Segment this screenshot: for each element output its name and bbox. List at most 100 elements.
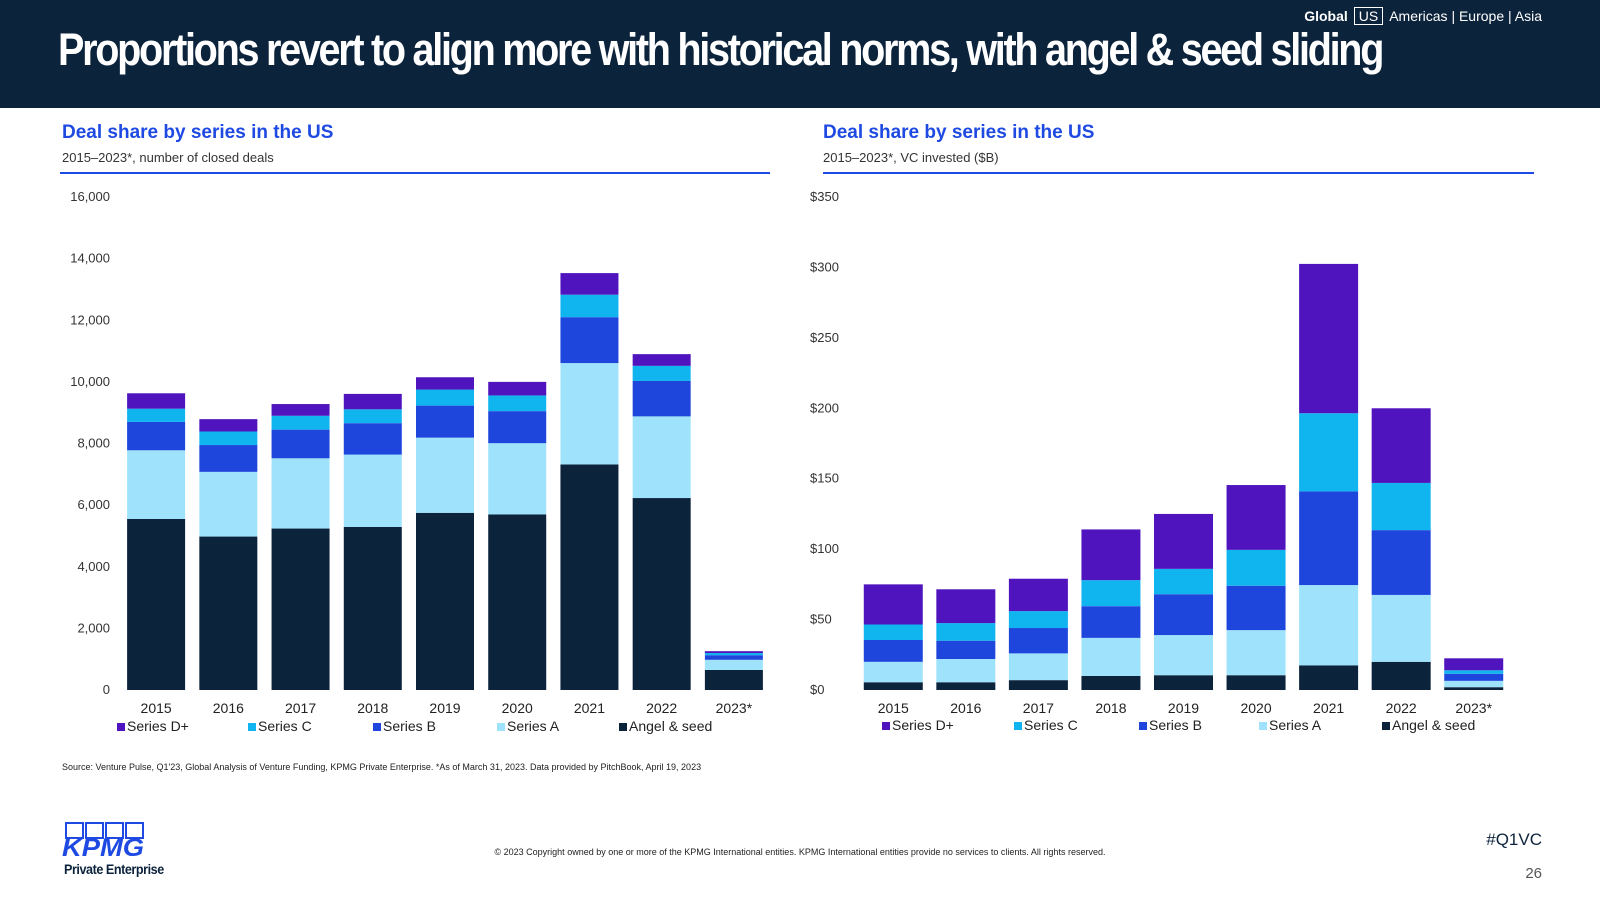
hashtag[interactable]: #Q1VC (1486, 830, 1542, 849)
bar-series-b-2018 (343, 423, 402, 455)
nav-us[interactable]: US (1353, 7, 1384, 25)
y-tick-label: 12,000 (70, 312, 110, 327)
bar-series-c-2016 (199, 431, 258, 446)
x-tick-label: 2021 (1313, 700, 1344, 716)
bar-series-d-2018 (1081, 529, 1141, 581)
x-tick-label: 2019 (1168, 700, 1199, 716)
bar-series-d-2015 (127, 393, 186, 409)
bar-series-c-2017 (1008, 611, 1068, 629)
bar-series-a-2016 (936, 659, 996, 683)
bar-series-d-2017 (271, 404, 330, 416)
x-tick-label: 2023* (1455, 700, 1492, 716)
nav-regions[interactable]: Americas | Europe | Asia (1389, 8, 1542, 24)
legend-item-series-a: Series A (497, 718, 560, 734)
legend-item-series-b: Series B (1139, 717, 1202, 733)
y-tick-label: 6,000 (77, 497, 110, 512)
bar-angel-seed-2020 (488, 514, 547, 690)
page-title: Proportions revert to align more with hi… (58, 24, 1384, 75)
bar-series-d-2017 (1008, 578, 1068, 612)
bar-series-d-2018 (343, 393, 402, 410)
bar-series-a-2022 (632, 416, 691, 499)
y-tick-label: $200 (810, 400, 839, 415)
x-tick-label: 2016 (950, 700, 981, 716)
y-tick-label: $100 (810, 541, 839, 556)
bar-angel-seed-2017 (1008, 680, 1068, 690)
bar-series-c-2019 (416, 389, 474, 406)
bar-angel-seed-2017 (271, 528, 330, 690)
y-tick-label: $300 (810, 259, 839, 274)
x-tick-label: 2020 (1240, 700, 1271, 716)
source-note: Source: Venture Pulse, Q1'23, Global Ana… (62, 762, 702, 772)
x-tick-label: 2018 (1095, 700, 1126, 716)
bar-series-a-2018 (343, 454, 402, 528)
bar-series-d-2023 (704, 651, 763, 654)
bar-series-a-2019 (1154, 635, 1213, 676)
bar-series-b-2019 (1154, 594, 1213, 636)
bar-series-d-2019 (1154, 513, 1213, 569)
bar-series-d-2016 (936, 589, 996, 624)
bar-series-d-2015 (863, 584, 923, 625)
bar-series-c-2017 (271, 415, 330, 430)
legend-label: Angel & seed (1392, 717, 1475, 733)
y-tick-label: $50 (810, 612, 832, 627)
bar-angel-seed-2019 (1154, 675, 1213, 690)
x-tick-label: 2017 (1023, 700, 1054, 716)
x-tick-label: 2016 (213, 700, 244, 716)
nav-global[interactable]: Global (1304, 8, 1348, 24)
bar-series-c-2023 (704, 653, 763, 656)
legend-swatch (1382, 722, 1390, 730)
y-tick-label: 16,000 (70, 189, 110, 204)
legend-label: Series B (1149, 717, 1202, 733)
legend-item-series-d: Series D+ (882, 717, 954, 733)
bar-series-b-2019 (416, 405, 474, 438)
legend-swatch (248, 723, 256, 731)
bar-series-d-2020 (488, 381, 547, 396)
bar-angel-seed-2020 (1226, 675, 1286, 690)
bar-angel-seed-2023 (1444, 687, 1504, 690)
bar-series-a-2023 (704, 659, 763, 670)
bar-series-c-2015 (863, 624, 923, 640)
bar-series-b-2023 (704, 655, 763, 660)
bar-series-b-2022 (1371, 530, 1431, 595)
legend-item-series-c: Series C (248, 718, 312, 734)
legend-label: Series A (507, 718, 560, 734)
bar-angel-seed-2022 (632, 498, 691, 690)
bar-series-c-2020 (488, 395, 547, 412)
bar-series-c-2021 (1299, 413, 1359, 492)
bar-series-b-2021 (560, 317, 619, 364)
bar-series-d-2016 (199, 419, 258, 432)
y-tick-label: $0 (810, 682, 824, 697)
bar-series-a-2022 (1371, 594, 1431, 662)
legend-label: Series C (258, 718, 312, 734)
y-tick-label: $250 (810, 330, 839, 345)
bar-series-b-2016 (936, 640, 996, 660)
chart-vc-invested: $0 $50 $100 $150 $200 $250 $300 $350 2015 2016 201… (810, 189, 1504, 733)
legend-swatch (619, 723, 627, 731)
x-tick-label: 2017 (285, 700, 316, 716)
legend-item-angel-seed: Angel & seed (1382, 717, 1475, 733)
chart1-rule (60, 172, 770, 174)
y-tick-label: 4,000 (77, 559, 110, 574)
chart2-subtitle: 2015–2023*, VC invested ($B) (823, 150, 999, 165)
legend-item-series-b: Series B (373, 718, 436, 734)
x-tick-label: 2022 (646, 700, 677, 716)
x-tick-label: 2020 (502, 700, 533, 716)
bar-series-d-2019 (416, 377, 474, 390)
x-tick-label: 2023* (716, 700, 753, 716)
chart1-subtitle: 2015–2023*, number of closed deals (62, 150, 274, 165)
x-tick-label: 2019 (429, 700, 460, 716)
legend-item-series-a: Series A (1259, 717, 1322, 733)
legend-label: Series C (1024, 717, 1078, 733)
bar-series-c-2018 (343, 409, 402, 424)
legend-swatch (1259, 722, 1267, 730)
bar-angel-seed-2022 (1371, 661, 1431, 690)
chart2-rule (823, 172, 1534, 174)
bar-angel-seed-2021 (1299, 665, 1359, 690)
y-tick-label: $150 (810, 471, 839, 486)
bar-series-a-2023 (1444, 680, 1504, 688)
legend-swatch (373, 723, 381, 731)
bar-series-c-2020 (1226, 549, 1286, 586)
bar-series-a-2016 (199, 471, 258, 537)
bar-series-a-2020 (1226, 630, 1286, 676)
legend-label: Series D+ (127, 718, 189, 734)
